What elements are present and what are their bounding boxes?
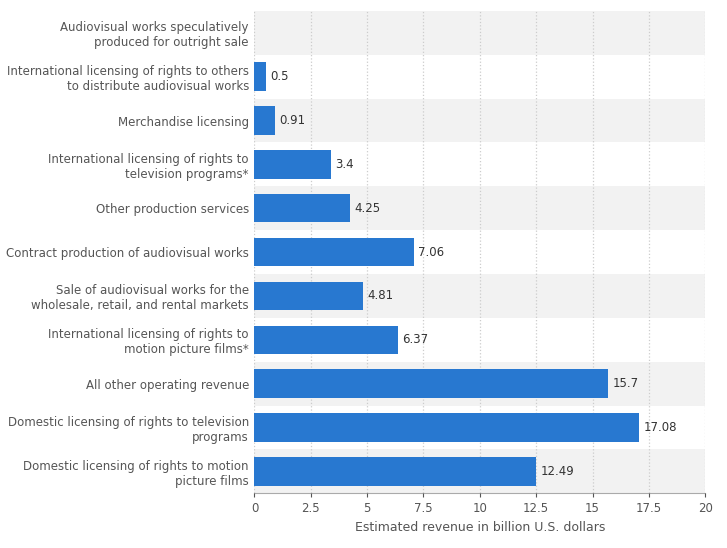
Text: 3.4: 3.4 [336,158,354,171]
Bar [254,318,705,362]
Bar [254,274,705,318]
Bar [254,55,705,99]
Bar [254,406,705,449]
Bar [254,413,639,442]
Bar [254,457,536,486]
Bar [254,142,705,186]
Text: 17.08: 17.08 [644,421,678,434]
Bar [254,326,398,354]
Bar [254,238,414,266]
Text: 4.25: 4.25 [355,202,381,215]
Text: 0.91: 0.91 [279,114,305,127]
Text: 0.5: 0.5 [270,70,289,83]
Bar [254,449,705,493]
Bar [254,99,705,142]
Bar [254,369,608,398]
Bar [254,362,705,406]
Text: 15.7: 15.7 [613,377,639,390]
Bar [254,230,705,274]
Text: 12.49: 12.49 [540,465,574,478]
Bar [254,150,331,179]
Text: 6.37: 6.37 [403,333,429,346]
X-axis label: Estimated revenue in billion U.S. dollars: Estimated revenue in billion U.S. dollar… [355,521,605,534]
Bar [254,194,350,222]
Bar [254,106,275,135]
Bar [254,282,363,310]
Bar [254,11,705,55]
Text: 4.81: 4.81 [367,289,393,302]
Bar [254,186,705,230]
Text: 7.06: 7.06 [418,246,444,259]
Bar [254,62,266,91]
